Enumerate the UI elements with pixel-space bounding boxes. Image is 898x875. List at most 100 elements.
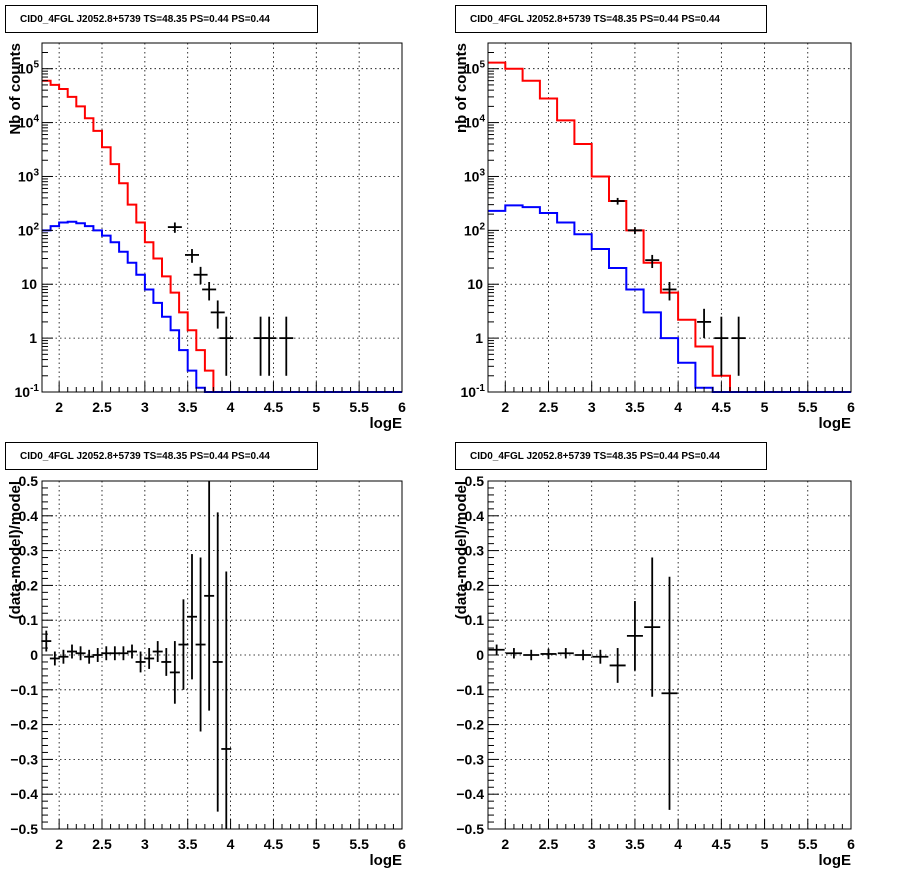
y-tick-label: 10-1 [461, 383, 486, 400]
residual-point [644, 557, 661, 697]
x-tick-label: 4 [227, 399, 235, 415]
y-tick-label: 10 [21, 276, 37, 292]
model-histogram-line [42, 79, 402, 393]
residual-point [92, 648, 103, 662]
y-tick-label: −0.3 [456, 751, 484, 767]
x-tick-label: 4.5 [264, 399, 284, 415]
residual-point [204, 481, 215, 711]
y-tick-label: 0.1 [465, 612, 485, 628]
residual-point [127, 644, 137, 659]
x-tick-label: 5 [312, 836, 320, 852]
x-tick-label: 5 [761, 399, 769, 415]
x-axis-label: logE [370, 415, 403, 432]
y-tick-label: 104 [464, 114, 486, 131]
residual-point [540, 648, 557, 660]
data-point [731, 316, 746, 376]
x-tick-label: 4 [674, 836, 682, 852]
panel-title-bottom-right: CID0_4FGL J2052.8+5739 TS=48.35 PS=0.44 … [455, 442, 767, 470]
x-tick-label: 4.5 [264, 836, 284, 852]
y-tick-label: 0.3 [465, 543, 485, 559]
y-tick-label: 102 [464, 221, 486, 238]
x-tick-label: 3.5 [625, 836, 645, 852]
y-axis-label: nb of counts [453, 43, 470, 133]
x-tick-label: 2.5 [539, 399, 559, 415]
plot-frame [41, 42, 403, 393]
residual-point [109, 646, 120, 661]
residual-point [58, 649, 69, 664]
y-tick-label: 105 [464, 60, 486, 77]
y-axis-label: Nb of counts [7, 43, 24, 135]
x-tick-label: 4 [227, 836, 235, 852]
y-tick-label: 103 [464, 167, 486, 184]
x-tick-label: 5.5 [349, 399, 369, 415]
x-tick-label: 2 [55, 836, 63, 852]
data-point [262, 316, 277, 376]
x-tick-label: 4.5 [712, 399, 732, 415]
residual-point [169, 641, 180, 704]
y-tick-label: −0.4 [456, 786, 484, 802]
component-histogram-line [42, 220, 402, 393]
data-point [219, 316, 234, 376]
residual-point [505, 648, 522, 659]
x-tick-label: 2.5 [92, 399, 112, 415]
data-point [253, 316, 268, 376]
x-tick-label: 3 [141, 836, 149, 852]
x-tick-label: 3.5 [625, 399, 645, 415]
y-tick-label: 102 [18, 221, 40, 238]
residual-point [609, 648, 626, 683]
panel-title-bottom-left: CID0_4FGL J2052.8+5739 TS=48.35 PS=0.44 … [5, 442, 318, 470]
y-tick-label: 0 [476, 647, 484, 663]
residual-point [221, 571, 232, 829]
x-tick-label: 4.5 [712, 836, 732, 852]
x-tick-label: 3.5 [178, 399, 198, 415]
residual-point [488, 644, 505, 655]
data-point [714, 316, 729, 376]
y-tick-label: 0 [30, 647, 38, 663]
y-tick-label: 0.3 [19, 543, 39, 559]
residual-point [118, 646, 129, 661]
x-axis-label: logE [819, 415, 852, 432]
y-tick-label: 0.4 [465, 508, 485, 524]
residual-point [212, 512, 223, 812]
y-tick-label: 1 [475, 330, 483, 346]
residual-point [101, 646, 112, 661]
x-tick-label: 6 [398, 399, 406, 415]
y-tick-label: 0.2 [19, 577, 39, 593]
data-point [202, 282, 217, 301]
x-tick-label: 3.5 [178, 836, 198, 852]
y-tick-label: 0.5 [465, 473, 485, 489]
data-point [697, 308, 712, 339]
x-axis-label: logE [819, 852, 852, 869]
x-tick-label: 4 [674, 399, 682, 415]
x-tick-label: 2.5 [92, 836, 112, 852]
model-histogram-line [488, 61, 851, 393]
y-axis-label: (data-model)/model [453, 481, 470, 619]
x-tick-label: 2 [501, 836, 509, 852]
residual-point [178, 599, 189, 690]
y-tick-label: 10-1 [15, 383, 40, 400]
data-point [193, 266, 208, 285]
residual-point [187, 554, 197, 680]
y-tick-label: −0.3 [10, 751, 38, 767]
x-tick-label: 6 [847, 399, 855, 415]
data-point [645, 254, 660, 269]
y-tick-label: 104 [18, 114, 40, 131]
residual-point [661, 576, 678, 810]
x-tick-label: 5.5 [798, 836, 818, 852]
y-tick-label: 105 [18, 60, 40, 77]
data-point [610, 197, 625, 205]
residual-point [84, 649, 95, 664]
x-tick-label: 5.5 [349, 836, 369, 852]
y-tick-label: 0.4 [19, 508, 39, 524]
x-tick-label: 5 [761, 836, 769, 852]
y-tick-label: 0.2 [465, 577, 485, 593]
x-tick-label: 3 [588, 836, 596, 852]
x-tick-label: 5.5 [798, 399, 818, 415]
x-tick-label: 6 [847, 836, 855, 852]
residual-point [575, 649, 592, 661]
data-point [279, 316, 294, 376]
residual-point [592, 649, 609, 664]
